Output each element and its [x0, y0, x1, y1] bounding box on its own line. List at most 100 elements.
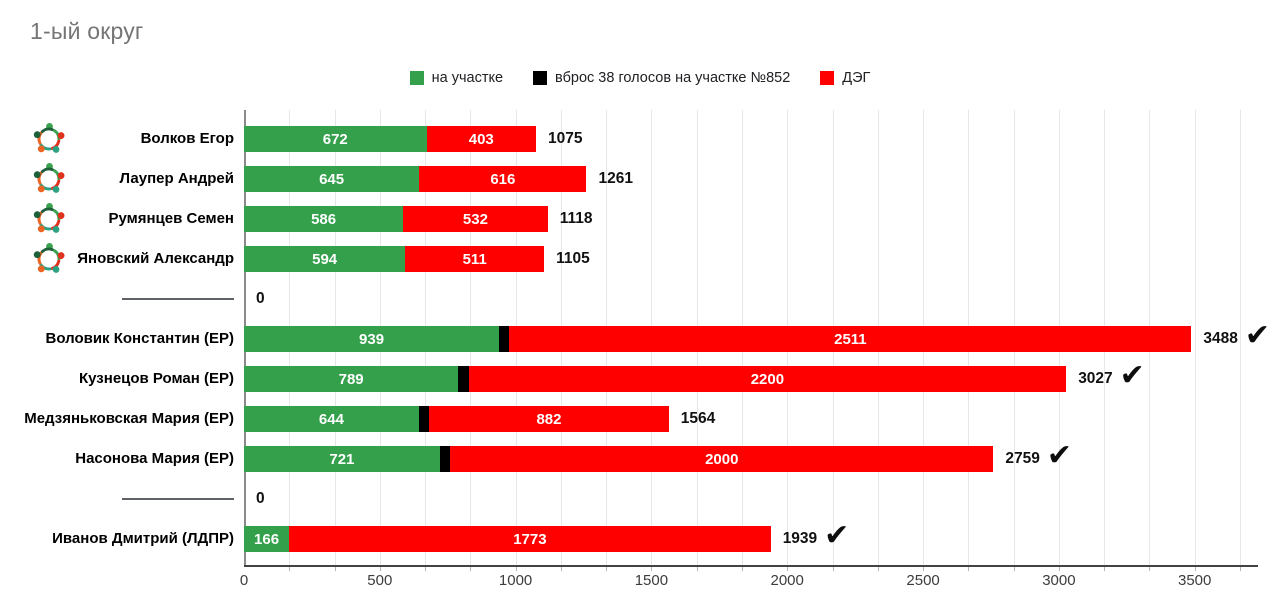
total-label: 1564: [681, 399, 715, 439]
bar-segment-in-person: 644: [244, 406, 419, 432]
legend-item-label: вброс 38 голосов на участке №852: [555, 70, 791, 86]
axis-tick: [968, 567, 970, 571]
bar-segment-e-voting: 511: [405, 246, 545, 272]
bar-segment-value: 672: [322, 130, 348, 148]
bar-segment-ballot-stuffing: [499, 326, 510, 352]
bar-segment-value: 2200: [750, 370, 785, 388]
axis-tick: [1104, 567, 1106, 571]
category-divider: [122, 298, 234, 300]
axis-tick-label: 3500: [1178, 572, 1212, 589]
axis-tick-label: 2500: [906, 572, 940, 589]
divider-row: 0: [0, 279, 1280, 319]
chart-row: Медзяньковская Мария (ЕР) 644 882 1564: [0, 399, 1280, 439]
candidate-label: Иванов Дмитрий (ЛДПР): [52, 530, 234, 547]
bar-segment-e-voting: 403: [426, 126, 536, 152]
bar-segment-value: 789: [338, 370, 364, 388]
candidate-label: Лаупер Андрей: [119, 170, 234, 187]
winner-check-icon: ✔: [1119, 358, 1145, 393]
chart-row: Воловик Константин (ЕР) 939 2511 3488 ✔: [0, 319, 1280, 359]
bar-segment-e-voting: 1773: [289, 526, 771, 552]
total-label: 0: [256, 479, 265, 519]
total-label: 3488 ✔: [1203, 319, 1270, 359]
legend-item-label: на участке: [431, 70, 504, 86]
candidate-label: Воловик Константин (ЕР): [45, 330, 235, 347]
winner-check-icon: ✔: [824, 518, 850, 553]
candidate-label: Румянцев Семен: [108, 210, 235, 227]
page-title: 1-ый округ: [30, 18, 144, 44]
bar-segment-e-voting: 616: [419, 166, 587, 192]
team-logo-icon: [33, 163, 65, 193]
axis-tick: [832, 567, 834, 571]
divider-row: 0: [0, 479, 1280, 519]
legend-item: на участке: [409, 70, 504, 86]
bar-segment-value: 939: [359, 330, 385, 348]
bar-segment-e-voting: 2000: [450, 446, 994, 472]
team-logo-icon: [33, 243, 65, 273]
bar-segment-in-person: 166: [244, 526, 290, 552]
chart-row: Насонова Мария (ЕР) 721 2000 2759 ✔: [0, 439, 1280, 479]
bar-segment-value: 532: [462, 210, 488, 228]
chart-row: Лаупер Андрей 645 616 1261: [0, 159, 1280, 199]
total-label: 3027 ✔: [1078, 359, 1145, 399]
total-value: 0: [256, 290, 265, 307]
bar-segment-in-person: 594: [244, 246, 406, 272]
candidate-label: Насонова Мария (ЕР): [75, 450, 234, 467]
total-value: 1261: [598, 170, 633, 187]
bar-segment-value: 721: [329, 450, 355, 468]
team-logo-icon: [33, 203, 65, 233]
axis-tick-label: 0: [239, 572, 249, 589]
bar-segment-value: 1773: [513, 530, 547, 548]
axis-tick-label: 2000: [770, 572, 804, 589]
category-divider: [122, 498, 234, 500]
axis-tick: [742, 567, 743, 571]
bar-segment-ballot-stuffing: [439, 446, 451, 472]
bar-segment-ballot-stuffing: [458, 366, 469, 392]
axis-tick: [379, 567, 381, 571]
bar-segment-value: 616: [490, 170, 516, 188]
bar-segment-value: 2000: [705, 450, 739, 468]
axis-tick: [425, 567, 427, 571]
bar-segment-ballot-stuffing: [418, 406, 430, 432]
chart-row: Яновский Александр 594 511 1105: [0, 239, 1280, 279]
total-value: 1105: [556, 250, 590, 267]
chart-row: Кузнецов Роман (ЕР) 789 2200 3027 ✔: [0, 359, 1280, 399]
axis-tick: [1058, 567, 1060, 571]
total-label: 0: [256, 279, 265, 319]
bar-segment-value: 594: [312, 250, 338, 268]
axis-tick: [1013, 567, 1015, 571]
x-axis-line: [244, 565, 1258, 567]
total-label: 1939 ✔: [783, 519, 850, 559]
bar-segment-in-person: 939: [244, 326, 500, 352]
team-logo-icon: [33, 123, 65, 153]
axis-tick: [470, 567, 472, 571]
total-label: 1075: [548, 119, 582, 159]
total-label: 1261: [599, 159, 633, 199]
candidate-label: Кузнецов Роман (ЕР): [79, 370, 234, 387]
bar-segment-e-voting: 532: [403, 206, 548, 232]
winner-check-icon: ✔: [1244, 318, 1271, 353]
axis-tick: [334, 567, 336, 571]
gridline: [1239, 110, 1241, 565]
legend: на участке вброс 38 голосов на участке №8…: [0, 70, 1280, 86]
candidate-label: Волков Егор: [140, 130, 234, 147]
axis-tick: [560, 567, 562, 571]
candidate-label: Яновский Александр: [77, 250, 234, 267]
winner-check-icon: ✔: [1046, 438, 1073, 473]
total-value: 1075: [548, 130, 583, 147]
legend-swatch: [409, 71, 424, 85]
legend-swatch: [820, 71, 835, 85]
axis-tick: [696, 567, 698, 571]
total-value: 1564: [680, 410, 716, 427]
chart-row: Волков Егор 672 403 1075: [0, 119, 1280, 159]
axis-tick: [651, 567, 653, 571]
total-label: 1118: [560, 199, 593, 239]
axis-tick-label: 500: [367, 572, 393, 589]
total-label: 2759 ✔: [1005, 439, 1072, 479]
legend-swatch: [533, 71, 548, 85]
axis-tick: [606, 567, 608, 571]
legend-item: ДЭГ: [820, 70, 870, 86]
bar-segment-in-person: 721: [244, 446, 440, 472]
axis-tick: [515, 567, 517, 571]
axis-tick: [877, 567, 879, 571]
